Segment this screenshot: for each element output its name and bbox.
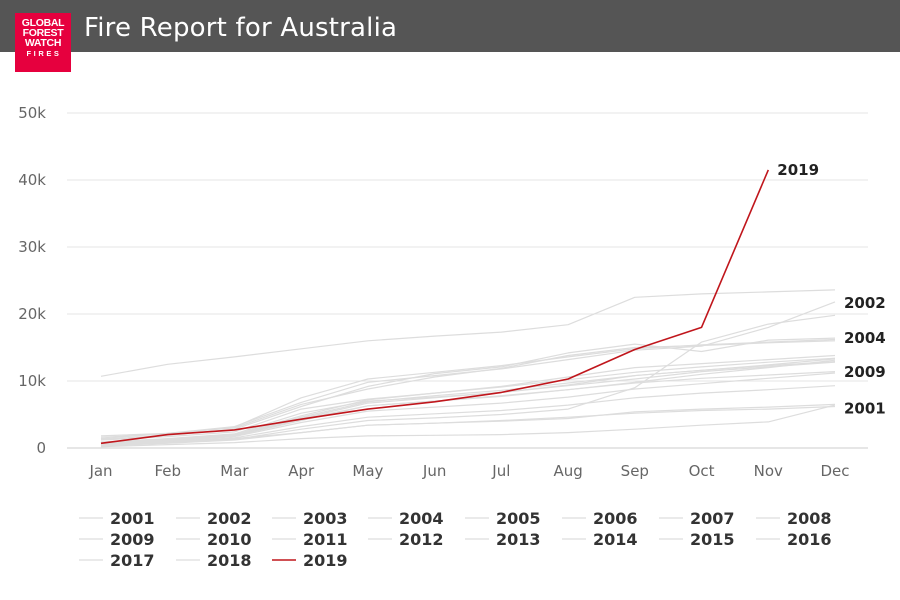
chart-grid [67, 112, 868, 449]
logo-line-4: FIRES [26, 49, 62, 58]
x-tick-label: May [352, 462, 383, 480]
legend-item-2018[interactable]: 2018 [176, 551, 252, 570]
legend-label: 2017 [110, 551, 155, 570]
legend-item-2003[interactable]: 2003 [272, 509, 348, 528]
legend-label: 2018 [207, 551, 252, 570]
legend-item-2012[interactable]: 2012 [368, 530, 444, 549]
y-tick-label: 0 [36, 439, 46, 457]
legend-label: 2009 [110, 530, 155, 549]
series-line-2019 [100, 169, 770, 445]
chart-header: GLOBAL FOREST WATCH FIRES Fire Report fo… [0, 0, 900, 72]
legend-label: 2010 [207, 530, 252, 549]
x-tick-label: Jul [491, 462, 510, 480]
legend-label: 2003 [303, 509, 348, 528]
legend-item-2008[interactable]: 2008 [756, 509, 832, 528]
global-forest-watch-fires-logo[interactable]: GLOBAL FOREST WATCH FIRES [15, 13, 71, 72]
y-tick-label: 20k [18, 305, 46, 323]
end-label-2001: 2001 [844, 399, 886, 417]
legend-label: 2005 [496, 509, 541, 528]
x-tick-label: Jun [422, 462, 446, 480]
y-tick-label: 30k [18, 238, 46, 256]
y-tick-label: 40k [18, 171, 46, 189]
legend-label: 2011 [303, 530, 348, 549]
legend-item-2004[interactable]: 2004 [368, 509, 444, 528]
x-tick-label: Mar [220, 462, 249, 480]
legend-label: 2006 [593, 509, 638, 528]
x-tick-label: Apr [288, 462, 315, 480]
x-tick-label: Oct [689, 462, 715, 480]
x-tick-label: Feb [154, 462, 181, 480]
series-line-2018 [100, 361, 836, 444]
series-line-2016 [100, 314, 836, 446]
highlighted-series-lines [100, 169, 770, 445]
legend-item-2019[interactable]: 2019 [272, 551, 348, 570]
legend-label: 2007 [690, 509, 735, 528]
chart-legend: 2001 2002 2003 2004 2005 2006 2007 2008 2009 2010… [79, 509, 832, 570]
legend-label: 2002 [207, 509, 252, 528]
legend-label: 2012 [399, 530, 444, 549]
legend-item-2015[interactable]: 2015 [659, 530, 735, 549]
x-tick-label: Aug [553, 462, 582, 480]
series-line-2003 [100, 289, 836, 377]
legend-item-2007[interactable]: 2007 [659, 509, 735, 528]
y-tick-label: 10k [18, 372, 46, 390]
x-tick-label: Sep [621, 462, 649, 480]
x-tick-label: Nov [754, 462, 783, 480]
x-tick-label: Jan [88, 462, 112, 480]
logo-line-2: FOREST [22, 27, 64, 39]
x-tick-label: Dec [820, 462, 849, 480]
page-title: Fire Report for Australia [84, 13, 398, 43]
legend-label: 2001 [110, 509, 155, 528]
y-axis-ticks: 0 10k 20k 30k 40k 50k [18, 104, 46, 457]
legend-item-2013[interactable]: 2013 [465, 530, 541, 549]
legend-item-2009[interactable]: 2009 [79, 530, 155, 549]
series-end-labels: 2001 2002 2004 2009 2019 [777, 161, 885, 418]
legend-item-2006[interactable]: 2006 [562, 509, 638, 528]
legend-item-2001[interactable]: 2001 [79, 509, 155, 528]
logo-line-1: GLOBAL [21, 17, 65, 29]
legend-item-2016[interactable]: 2016 [756, 530, 832, 549]
legend-item-2005[interactable]: 2005 [465, 509, 541, 528]
series-line-2017 [100, 371, 836, 445]
legend-label: 2014 [593, 530, 638, 549]
legend-item-2010[interactable]: 2010 [176, 530, 252, 549]
end-label-2002: 2002 [844, 294, 886, 312]
muted-series-lines [100, 289, 836, 448]
series-line-2008 [100, 385, 836, 446]
series-line-2011 [100, 404, 836, 448]
legend-label: 2015 [690, 530, 735, 549]
legend-item-2017[interactable]: 2017 [79, 551, 155, 570]
legend-item-2014[interactable]: 2014 [562, 530, 638, 549]
y-tick-label: 50k [18, 104, 46, 122]
end-label-2009: 2009 [844, 363, 886, 381]
logo-line-3: WATCH [24, 37, 62, 49]
legend-item-2002[interactable]: 2002 [176, 509, 252, 528]
series-line-2012 [100, 338, 836, 438]
legend-item-2011[interactable]: 2011 [272, 530, 348, 549]
legend-label: 2008 [787, 509, 832, 528]
legend-label: 2016 [787, 530, 832, 549]
series-line-2009 [100, 372, 836, 446]
x-axis-ticks: Jan Feb Mar Apr May Jun Jul Aug Sep Oct Nov Dec [88, 462, 849, 480]
end-label-2019: 2019 [777, 161, 819, 179]
legend-label: 2004 [399, 509, 444, 528]
legend-label: 2019 [303, 551, 348, 570]
series-line-2010 [100, 403, 836, 447]
legend-label: 2013 [496, 530, 541, 549]
end-label-2004: 2004 [844, 329, 886, 347]
